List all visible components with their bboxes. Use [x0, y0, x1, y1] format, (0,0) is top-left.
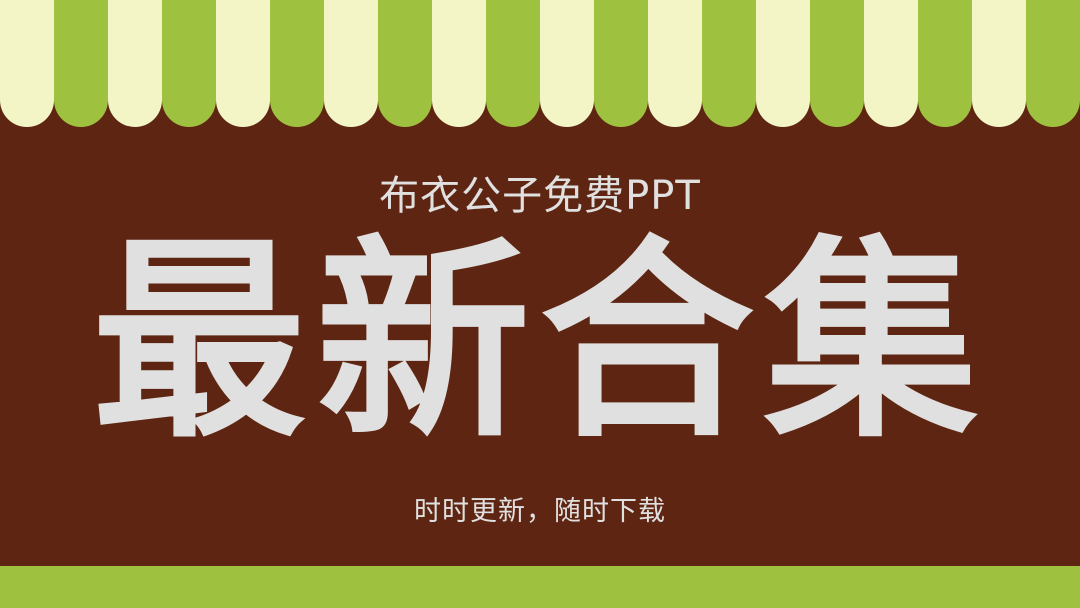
awning-stripe — [432, 0, 486, 127]
awning-stripe — [540, 0, 594, 127]
awning-stripe — [378, 0, 432, 127]
striped-awning — [0, 0, 1080, 127]
awning-stripe — [162, 0, 216, 127]
awning-stripe — [972, 0, 1026, 127]
awning-stripe — [864, 0, 918, 127]
awning-stripe — [0, 0, 54, 127]
awning-stripe — [54, 0, 108, 127]
awning-stripe — [702, 0, 756, 127]
tagline: 时时更新，随时下载 — [414, 496, 666, 527]
awning-stripe — [810, 0, 864, 127]
main-title: 最新合集 — [92, 218, 988, 467]
awning-stripe — [324, 0, 378, 127]
awning-stripe — [216, 0, 270, 127]
awning-stripe — [918, 0, 972, 127]
awning-stripe — [486, 0, 540, 127]
awning-stripe — [756, 0, 810, 127]
awning-stripe — [270, 0, 324, 127]
awning-stripe — [648, 0, 702, 127]
subtitle: 布衣公子免费PPT — [379, 173, 701, 219]
awning-stripe — [594, 0, 648, 127]
awning-stripe — [1026, 0, 1080, 127]
awning-stripe — [108, 0, 162, 127]
bottom-band — [0, 566, 1080, 608]
